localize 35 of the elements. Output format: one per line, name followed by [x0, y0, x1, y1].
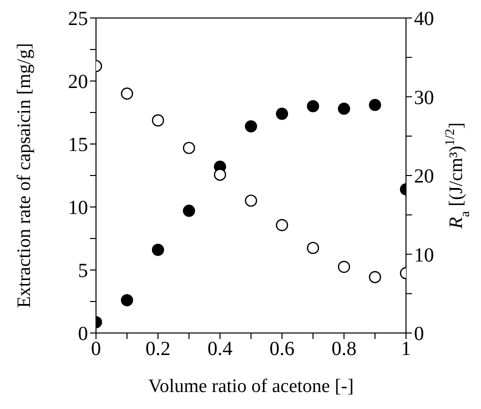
- y-tick-label: 25: [68, 8, 88, 30]
- point: [120, 294, 134, 306]
- point: [338, 102, 350, 115]
- point: [368, 98, 382, 112]
- y2-tick-label: 40: [414, 8, 434, 30]
- point: [244, 194, 258, 207]
- point: [214, 168, 226, 181]
- y2-tick-label: 0: [414, 323, 424, 346]
- point: [244, 120, 258, 132]
- point: [120, 88, 134, 100]
- x-axis-title: Volume ratio of acetone [-]: [148, 376, 354, 398]
- y-tick-label: 0: [78, 323, 88, 346]
- x-tick-label: 0.4: [208, 338, 232, 360]
- point: [276, 219, 288, 232]
- point: [182, 142, 196, 154]
- point: [152, 114, 164, 126]
- x-tick-label: 0.6: [270, 338, 294, 360]
- y-tick-label: 5: [78, 260, 88, 282]
- x-tick-label: 1: [401, 338, 411, 360]
- point: [152, 244, 164, 256]
- point: [368, 270, 382, 284]
- x-tick-label: 0.2: [146, 338, 170, 360]
- y2-tick-label: 20: [414, 166, 434, 188]
- y-tick-label: 10: [68, 197, 88, 220]
- y-tick-label: 15: [68, 134, 88, 156]
- y2-tick-label: 10: [414, 244, 434, 266]
- y-axis-title: Extraction rate of capsaicin [mg/g]: [14, 43, 36, 308]
- point: [338, 260, 350, 273]
- point: [276, 108, 288, 120]
- y-tick-label: 20: [68, 71, 88, 94]
- point: [306, 100, 320, 112]
- point: [306, 242, 320, 254]
- point: [182, 204, 196, 217]
- x-tick-label: 0.8: [332, 338, 356, 360]
- y2-tick-label: 30: [414, 86, 434, 109]
